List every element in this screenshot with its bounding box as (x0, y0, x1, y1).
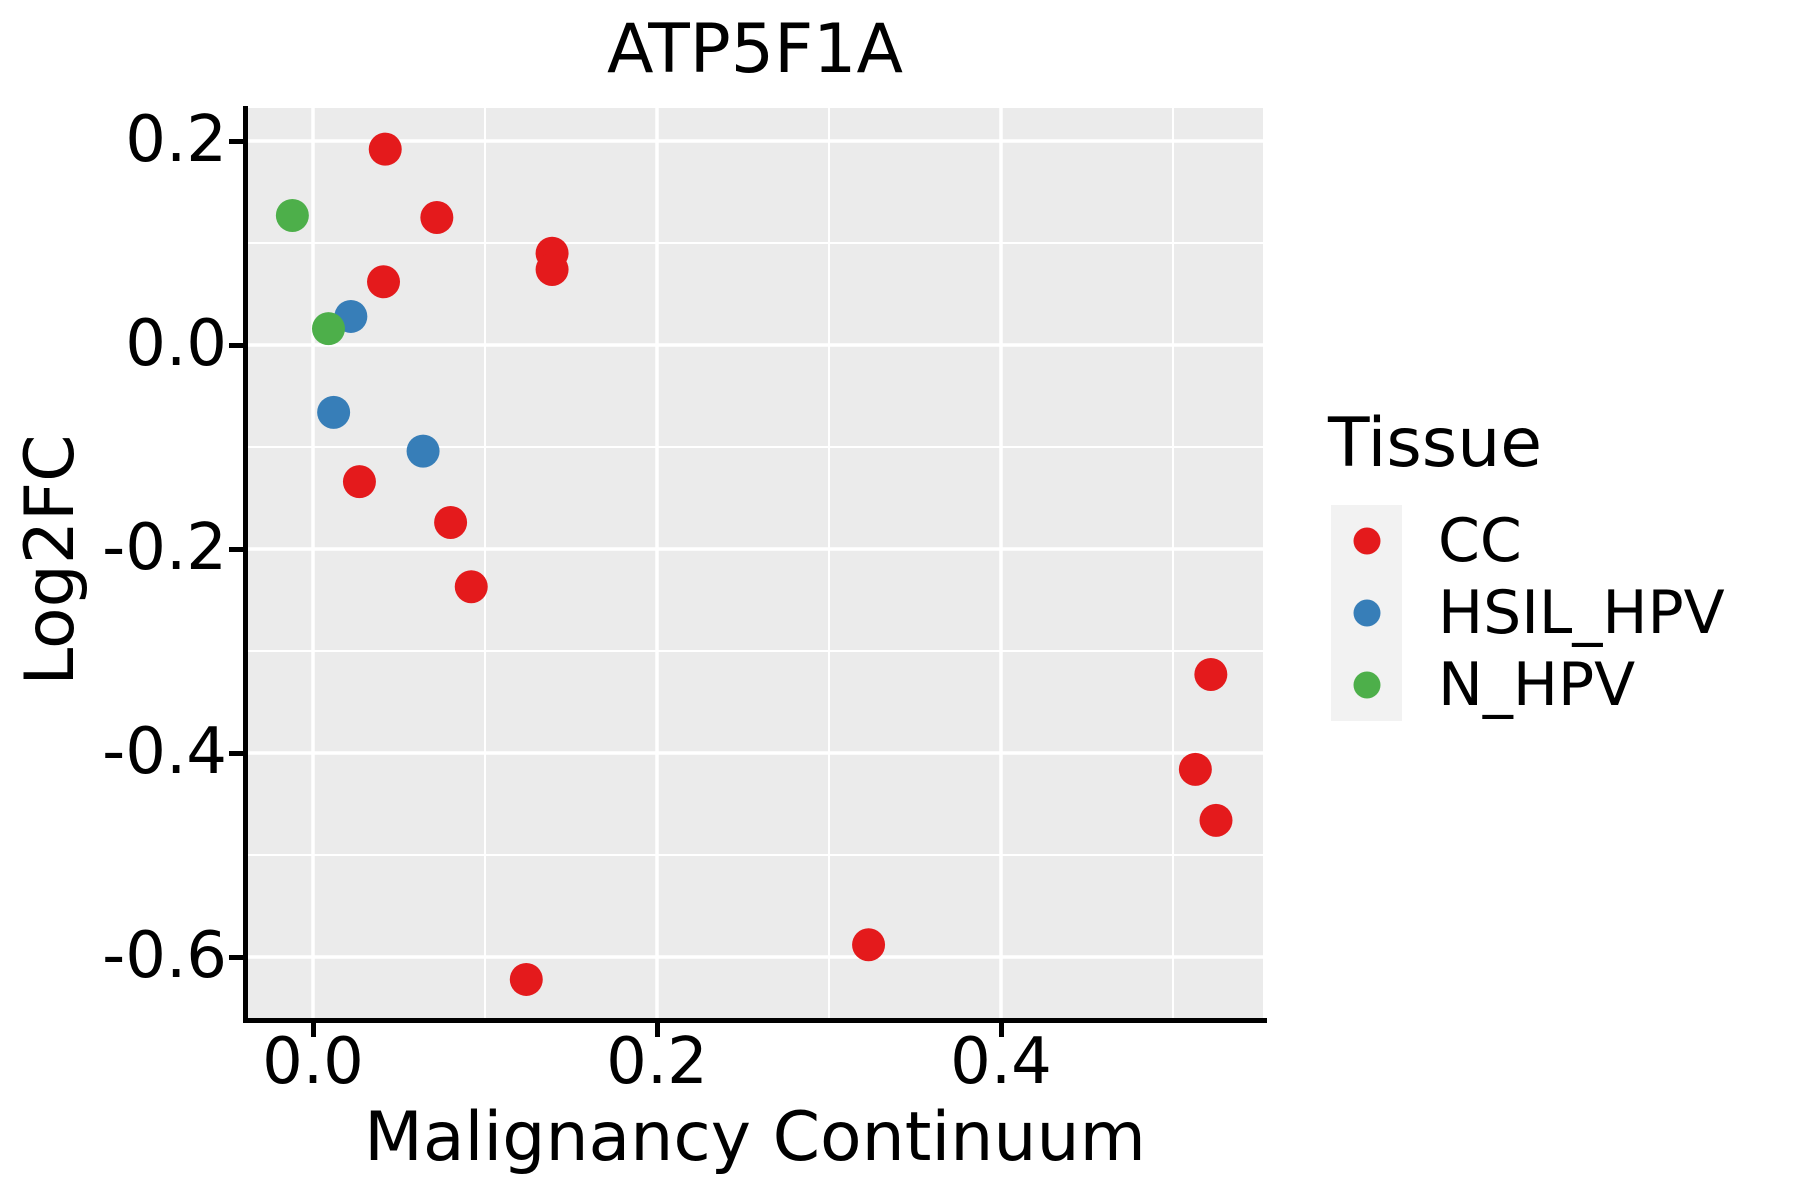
legend-dot-hsil_hpv (1353, 599, 1380, 627)
x-tick-mark (998, 1021, 1004, 1037)
x-tick-label: 0.4 (950, 1025, 1052, 1099)
y-tick-label: -0.2 (102, 511, 227, 585)
x-tick-mark (310, 1021, 316, 1037)
y-tick-mark (229, 138, 248, 144)
y-axis-line (243, 106, 248, 1023)
data-point-cc (1194, 657, 1228, 691)
x-axis-title: Malignancy Continuum (364, 1098, 1146, 1177)
data-point-cc (509, 962, 543, 996)
legend-dot-n_hpv (1353, 671, 1380, 699)
data-point-cc (535, 253, 569, 287)
legend-label-n_hpv: N_HPV (1438, 650, 1636, 720)
legend-label-cc: CC (1438, 506, 1522, 576)
y-tick-mark (229, 750, 248, 756)
legend-dot-cc (1353, 527, 1380, 555)
x-tick-label: 0.2 (606, 1025, 708, 1099)
data-point-cc (1178, 752, 1212, 786)
data-point-cc (367, 265, 401, 299)
data-point-cc (1199, 803, 1233, 837)
y-tick-label: -0.6 (102, 919, 227, 993)
data-point-n_hpv (275, 198, 309, 232)
data-point-cc (852, 928, 886, 962)
y-tick-mark (229, 954, 248, 960)
data-point-cc (454, 570, 488, 604)
x-axis-line (243, 1018, 1267, 1023)
x-tick-mark (654, 1021, 660, 1037)
x-tick-label: 0.0 (262, 1025, 364, 1099)
scatter-canvas (248, 108, 1263, 1020)
legend-keys (1331, 505, 1402, 721)
data-point-cc (368, 132, 402, 166)
data-point-cc (434, 505, 468, 539)
y-tick-label: 0.0 (125, 307, 227, 381)
y-tick-mark (229, 546, 248, 552)
data-point-n_hpv (311, 312, 345, 346)
y-axis-title: Log2FC (11, 434, 90, 686)
legend-title: Tissue (1328, 404, 1543, 483)
y-tick-mark (229, 342, 248, 348)
plot-title: ATP5F1A (607, 10, 903, 89)
data-point-cc (420, 201, 454, 234)
data-point-hsil_hpv (317, 395, 351, 429)
data-point-hsil_hpv (406, 434, 440, 468)
y-tick-label: -0.4 (102, 715, 227, 789)
legend-label-hsil_hpv: HSIL_HPV (1438, 578, 1725, 648)
plot-panel (248, 108, 1263, 1020)
y-tick-label: 0.2 (125, 103, 227, 177)
data-point-cc (342, 465, 376, 499)
